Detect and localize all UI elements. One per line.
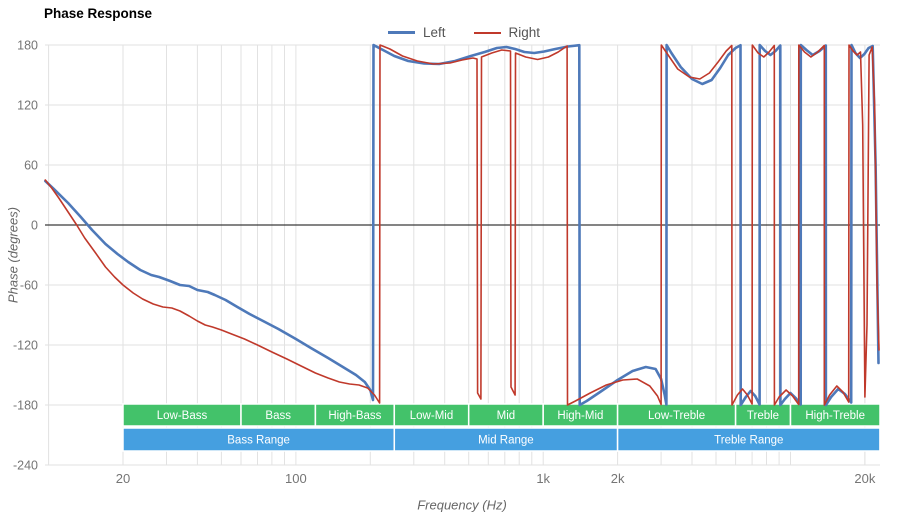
svg-text:20k: 20k [854, 471, 875, 486]
band-treble-range: Treble Range [616, 427, 881, 452]
band-low-mid: Low-Mid [393, 403, 470, 427]
x-axis-tick-labels: 20 100 1k 2k 20k [116, 471, 876, 486]
svg-text:High-Bass: High-Bass [328, 410, 381, 422]
svg-text:120: 120 [17, 99, 38, 113]
legend-label-left: Left [423, 25, 446, 40]
x-axis-title: Frequency (Hz) [417, 497, 507, 513]
svg-text:Low-Treble: Low-Treble [648, 410, 705, 422]
band-high-treble: High-Treble [789, 403, 881, 427]
band-high-bass: High-Bass [314, 403, 395, 427]
chart-title: Phase Response [44, 6, 153, 21]
series-right-line [44, 44, 880, 406]
band-bass-range: Bass Range [122, 427, 396, 452]
band-row-sub-ranges: Low-Bass Bass High-Bass Low-Mid Mid High-Mid L… [122, 403, 881, 427]
legend-item-left: Left [388, 25, 446, 40]
series-left-line [44, 43, 880, 407]
band-high-mid: High-Mid [542, 403, 619, 427]
svg-text:1k: 1k [536, 471, 550, 486]
legend-item-right: Right [473, 25, 541, 40]
band-low-treble: Low-Treble [616, 403, 737, 427]
y-axis-title: Phase (degrees) [5, 206, 21, 304]
svg-text:60: 60 [24, 159, 38, 173]
svg-text:High-Mid: High-Mid [557, 410, 603, 422]
svg-text:100: 100 [285, 471, 307, 486]
svg-text:Mid: Mid [497, 410, 516, 422]
right-series-swatch [473, 31, 501, 34]
svg-text:Treble Range: Treble Range [714, 435, 783, 447]
svg-text:0: 0 [31, 219, 38, 233]
svg-text:-60: -60 [20, 279, 38, 293]
svg-text:-180: -180 [13, 399, 38, 413]
band-mid-range: Mid Range [393, 427, 619, 452]
svg-text:Low-Mid: Low-Mid [410, 410, 453, 422]
svg-text:High-Treble: High-Treble [805, 410, 865, 422]
svg-text:Mid Range: Mid Range [478, 435, 534, 447]
legend-label-right: Right [508, 25, 541, 40]
svg-text:Treble: Treble [747, 410, 779, 422]
band-row-main-ranges: Bass Range Mid Range Treble Range [122, 427, 881, 452]
left-series-swatch [388, 31, 415, 34]
legend: Left Right [388, 25, 540, 40]
svg-text:20: 20 [116, 471, 130, 486]
svg-text:180: 180 [17, 39, 38, 53]
horizontal-gridlines [45, 44, 880, 466]
svg-text:Low-Bass: Low-Bass [157, 410, 208, 422]
band-low-bass: Low-Bass [122, 403, 242, 427]
svg-text:2k: 2k [611, 471, 625, 486]
y-axis-tick-labels: 180 120 60 0 -60 -120 -180 -240 [13, 39, 38, 473]
band-treble: Treble [734, 403, 792, 427]
svg-text:-240: -240 [13, 459, 38, 473]
band-bass: Bass [240, 403, 317, 427]
svg-text:Bass Range: Bass Range [227, 435, 290, 447]
svg-text:-120: -120 [13, 339, 38, 353]
band-mid: Mid [467, 403, 544, 427]
svg-text:Bass: Bass [265, 410, 291, 422]
